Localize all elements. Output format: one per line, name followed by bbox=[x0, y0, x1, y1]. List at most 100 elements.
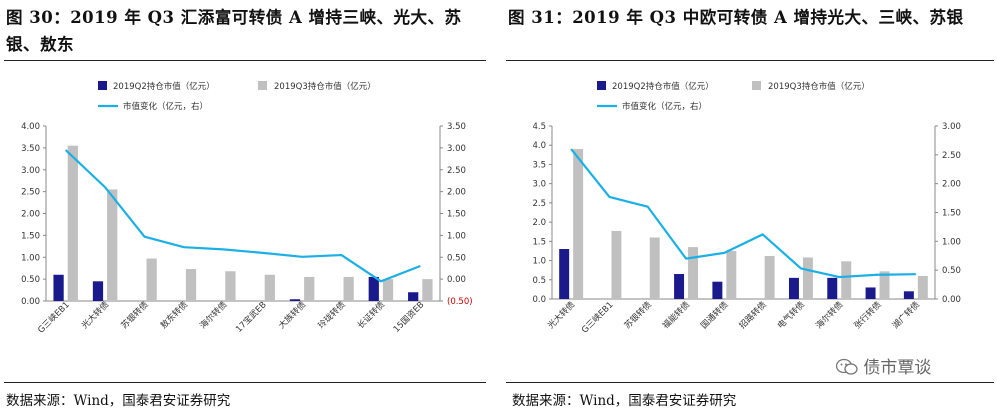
left-tick-label: 4.00 bbox=[21, 122, 40, 132]
left-tick-label: 0.5 bbox=[532, 276, 546, 286]
right-tick-label: 1.00 bbox=[942, 237, 961, 247]
category-label: 玲珑转债 bbox=[316, 299, 348, 331]
bar-q3 bbox=[764, 255, 775, 299]
bar-q3 bbox=[879, 271, 890, 299]
right-tick-label: 2.50 bbox=[447, 166, 466, 176]
left-tick-label: 2.50 bbox=[21, 188, 40, 198]
watermark-text: 债市覃谈 bbox=[863, 358, 932, 378]
bar-q3 bbox=[802, 257, 813, 299]
category-label: 17宝武EB bbox=[233, 299, 268, 334]
bar-q3 bbox=[688, 247, 699, 299]
category-label: 海尔转债 bbox=[198, 299, 230, 331]
left-tick-label: 4.0 bbox=[532, 141, 546, 151]
right-bottom-rule bbox=[506, 382, 994, 383]
category-label: 长证转债 bbox=[355, 299, 387, 331]
left-tick-label: 1.50 bbox=[21, 231, 40, 241]
category-label: 张行转债 bbox=[852, 299, 884, 331]
left-tick-label: 4.5 bbox=[532, 122, 546, 132]
left-tick-label: 2.5 bbox=[532, 199, 546, 209]
right-tick-label: 3.00 bbox=[447, 144, 466, 154]
bar-q3 bbox=[343, 276, 354, 301]
category-label: 15国资EB bbox=[391, 299, 426, 334]
left-tick-label: 0.00 bbox=[21, 297, 40, 307]
right-source: 数据来源：Wind，国泰君安证券研究 bbox=[512, 393, 737, 409]
category-label: 福能转债 bbox=[660, 299, 692, 331]
right-tick-label: 2.00 bbox=[447, 188, 466, 198]
legend-label-q3: 2019Q3持仓市值（亿元） bbox=[768, 81, 870, 92]
right-tick-label: 3.00 bbox=[942, 122, 961, 132]
bar-q3 bbox=[67, 145, 78, 301]
bar-q2 bbox=[674, 274, 685, 299]
bar-q2 bbox=[903, 291, 914, 299]
category-label: 海尔转债 bbox=[814, 299, 846, 331]
watermark: 债市覃谈 bbox=[836, 353, 931, 378]
left-tick-label: 3.0 bbox=[532, 180, 546, 190]
bar-q2 bbox=[289, 299, 301, 301]
bar-q3 bbox=[146, 258, 157, 301]
left-tick-label: 3.50 bbox=[21, 144, 40, 154]
bar-q3 bbox=[382, 279, 394, 301]
right-tick-label: 0.50 bbox=[447, 253, 466, 263]
legend-swatch-q2 bbox=[98, 81, 107, 90]
left-top-rule bbox=[4, 60, 486, 61]
category-label: 光大转债 bbox=[545, 299, 577, 331]
left-tick-label: 2.0 bbox=[532, 218, 546, 228]
left-tick-label: 2.00 bbox=[21, 210, 40, 220]
legend-label-line: 市值变化（亿元，右） bbox=[123, 101, 208, 112]
legend-swatch-q2 bbox=[597, 81, 606, 90]
right-tick-label: 2.00 bbox=[942, 180, 961, 190]
figure-30-title: 图 30：2019 年 Q3 汇添富可转债 A 增持三峡、光大、苏银、敖东 bbox=[6, 8, 462, 54]
right-tick-label: 3.50 bbox=[447, 122, 466, 132]
bar-q3 bbox=[726, 250, 737, 299]
change-line bbox=[570, 148, 916, 279]
bar-q3 bbox=[225, 271, 236, 301]
category-label: G三峡EB1 bbox=[36, 299, 72, 335]
right-tick-label: 1.50 bbox=[942, 209, 961, 219]
bar-q3 bbox=[649, 237, 660, 299]
left-source: 数据来源：Wind，国泰君安证券研究 bbox=[6, 393, 231, 409]
bar-q3 bbox=[304, 276, 315, 301]
chart-1: 0.00 0.50 1.00 1.50 2.00 2.50 3.00 3.50 4.00 (0.5… bbox=[21, 81, 473, 336]
bar-q3 bbox=[611, 230, 622, 299]
chart-2: 0.0 0.5 1.0 1.5 2.0 2.5 3.0 3.5 4.0 4.5 0.00 0.50 1.… bbox=[532, 81, 961, 336]
category-label: 湖广转债 bbox=[890, 299, 922, 331]
bar-q2 bbox=[827, 277, 838, 299]
bar-q3 bbox=[185, 269, 197, 301]
right-tick-label: 1.00 bbox=[447, 231, 466, 241]
category-label: 大族转债 bbox=[276, 299, 308, 331]
bar-q3 bbox=[264, 274, 275, 301]
right-tick-label: 2.50 bbox=[942, 151, 961, 161]
right-tick-label: 1.50 bbox=[447, 210, 466, 220]
bar-q2 bbox=[712, 281, 723, 299]
bar-q2 bbox=[559, 249, 570, 299]
category-label: 苏银转债 bbox=[622, 299, 654, 331]
left-tick-label: 3.00 bbox=[21, 166, 40, 176]
bar-q2 bbox=[368, 276, 379, 301]
legend-swatch-q3 bbox=[258, 81, 267, 90]
legend-label-q2: 2019Q2持仓市值（亿元） bbox=[113, 81, 215, 92]
bar-q2 bbox=[92, 281, 104, 301]
bar-q3 bbox=[841, 261, 852, 299]
left-tick-label: 1.5 bbox=[532, 237, 546, 247]
bar-q2 bbox=[788, 277, 799, 299]
bar-q3 bbox=[107, 189, 118, 301]
bar-q3 bbox=[573, 149, 584, 299]
category-label: 国通转债 bbox=[699, 299, 731, 331]
left-tick-label: 1.00 bbox=[21, 253, 40, 263]
left-tick-label: 3.5 bbox=[532, 160, 546, 170]
legend-label-q2: 2019Q2持仓市值（亿元） bbox=[612, 81, 714, 92]
right-tick-label: 0.00 bbox=[942, 295, 961, 305]
change-line bbox=[64, 149, 421, 283]
category-label: 光大转债 bbox=[79, 299, 111, 331]
bar-q3 bbox=[422, 279, 433, 301]
left-tick-label: 0.0 bbox=[532, 295, 546, 305]
legend-label-line: 市值变化（亿元，右） bbox=[622, 101, 707, 112]
left-tick-label: 1.0 bbox=[532, 257, 546, 267]
category-label: 电气转债 bbox=[775, 299, 807, 331]
legend-swatch-q3 bbox=[752, 81, 761, 90]
category-label: 敖东转债 bbox=[158, 299, 190, 331]
left-tick-label: 0.50 bbox=[21, 275, 40, 285]
right-tick-label: 0.00 bbox=[447, 275, 466, 285]
category-label: G三峡EB1 bbox=[579, 299, 615, 335]
